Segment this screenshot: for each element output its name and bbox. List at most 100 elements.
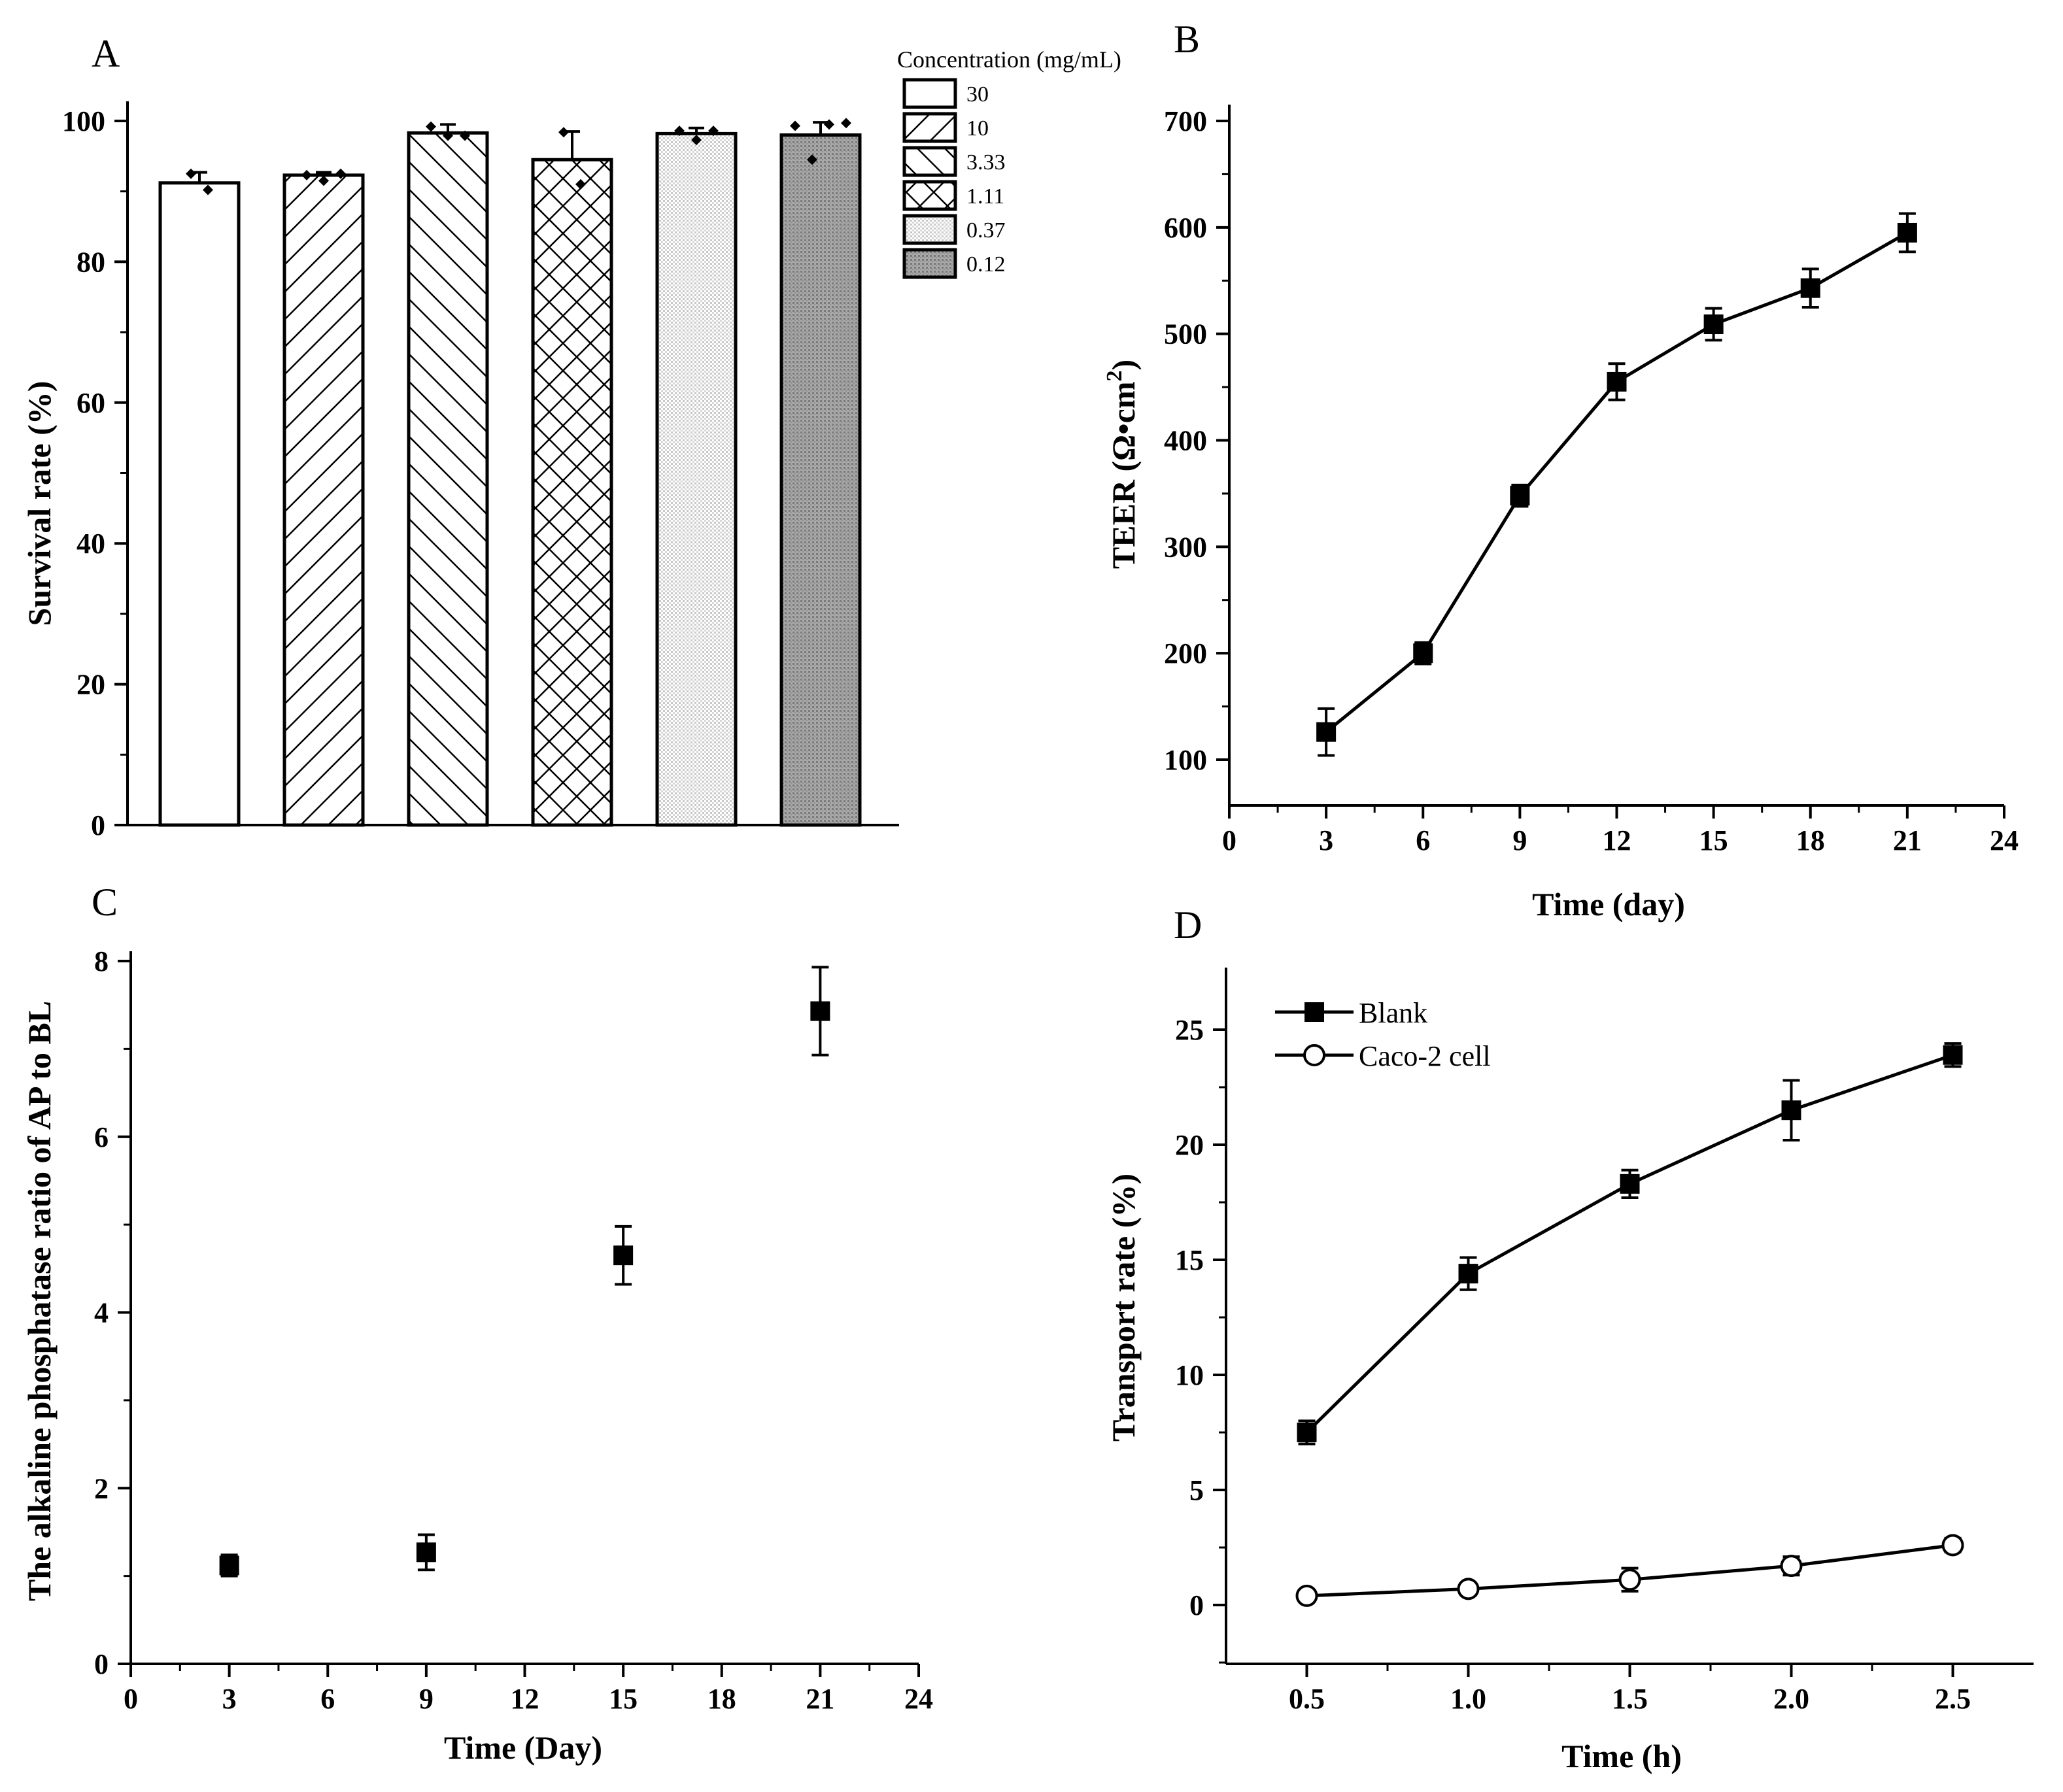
data-point-d-1-3 (1780, 1555, 1803, 1578)
y-tick-label-d: 20 (1175, 1129, 1204, 1161)
bar-1 (282, 173, 365, 827)
x-tick-label-b: 3 (1319, 824, 1333, 856)
legend-label-4: 0.37 (966, 218, 1006, 243)
data-point-c-2 (613, 1245, 634, 1266)
data-point-d-0-1 (1458, 1264, 1478, 1284)
data-point-c-1 (416, 1542, 436, 1563)
bar-4 (655, 131, 738, 827)
y-tick-label-c: 6 (94, 1121, 109, 1153)
bar-2 (407, 131, 489, 827)
y-tick-label-c: 8 (94, 945, 109, 977)
legend-label-d-0: Blank (1359, 997, 1427, 1029)
replicate-point-5 (841, 118, 851, 129)
x-tick-label-c: 3 (222, 1683, 237, 1715)
y-tick-label-b: 700 (1164, 105, 1207, 137)
data-point-c-0 (219, 1555, 239, 1576)
bar-0 (158, 181, 241, 827)
legend-label-d-1: Caco-2 cell (1359, 1040, 1491, 1072)
legend-title: Concentration (mg/mL) (897, 46, 1121, 73)
bar-3 (531, 158, 613, 827)
x-axis-title-b: Time (day) (1532, 886, 1685, 922)
data-point-b-5 (1800, 278, 1820, 298)
x-tick-label-d: 0.5 (1289, 1683, 1325, 1715)
legend-swatch-3 (902, 180, 957, 211)
replicate-point-3 (575, 178, 586, 190)
replicate-point-4 (708, 126, 719, 137)
replicate-point-2 (426, 121, 436, 132)
replicate-point-4 (674, 126, 685, 137)
legend-swatch-5 (902, 248, 957, 279)
y-tick-label-a: 80 (77, 246, 105, 278)
y-axis-title-b-main: TEER (Ω•cm (1105, 381, 1142, 569)
data-point-d-1-0 (1295, 1584, 1318, 1607)
y-tick-label-a: 20 (77, 669, 105, 701)
x-tick-label-c: 9 (419, 1683, 434, 1715)
y-tick-label-d: 10 (1175, 1359, 1204, 1391)
series-line-d-0 (1305, 1053, 1954, 1434)
x-tick-label-d: 1.5 (1612, 1683, 1648, 1715)
panel-b: B 100 200 300 400 500 600 700 0 3 6 9 12 15 18 21 24 Ti… (1102, 18, 2019, 922)
x-tick-label-c: 15 (609, 1683, 638, 1715)
x-axis-title-c: Time (Day) (444, 1729, 602, 1766)
y-tick-label-b: 300 (1164, 531, 1207, 563)
replicate-point-2 (460, 130, 470, 141)
data-point-d-0-4 (1943, 1045, 1963, 1065)
replicate-point-4 (691, 135, 702, 146)
y-axis-title-b-close: ) (1105, 360, 1142, 371)
x-tick-label-c: 6 (320, 1683, 335, 1715)
y-axis-title-a: Survival rate (%) (21, 381, 58, 626)
x-tick-label-b: 21 (1893, 824, 1922, 856)
data-point-b-3 (1607, 371, 1627, 392)
data-point-b-2 (1510, 486, 1530, 506)
x-tick-label-c: 12 (511, 1683, 539, 1715)
y-tick-label-d: 5 (1189, 1474, 1204, 1506)
data-point-b-0 (1316, 722, 1337, 742)
y-tick-label-d: 15 (1175, 1244, 1204, 1276)
data-point-d-1-4 (1941, 1534, 1964, 1557)
panel-letter-b: B (1174, 18, 1200, 61)
y-tick-label-b: 200 (1164, 637, 1207, 669)
legend-label-1: 10 (966, 116, 989, 141)
legend-swatch-2 (902, 146, 957, 177)
x-tick-label-d: 2.0 (1773, 1683, 1809, 1715)
legend-swatch-1 (902, 112, 957, 143)
y-tick-label-b: 400 (1164, 425, 1207, 457)
y-tick-label-d: 25 (1175, 1014, 1204, 1046)
y-axis-title-d: Transport rate (%) (1105, 1174, 1142, 1442)
x-tick-label-b: 12 (1603, 824, 1631, 856)
x-tick-label-b: 9 (1512, 824, 1527, 856)
replicate-point-5 (807, 154, 817, 165)
y-tick-label-a: 40 (77, 528, 105, 560)
x-tick-label-b: 24 (1990, 824, 2019, 856)
y-tick-label-b: 500 (1164, 318, 1207, 350)
y-axis-title-b: TEER (Ω•cm2) (1102, 360, 1142, 569)
legend-label-0: 30 (966, 82, 989, 107)
x-tick-label-c: 18 (708, 1683, 736, 1715)
x-tick-label-b: 0 (1222, 824, 1236, 856)
legend-swatch-4 (902, 214, 957, 245)
data-point-d-0-3 (1781, 1100, 1801, 1121)
replicate-point-3 (558, 127, 569, 138)
y-axis-title-b-sup: 2 (1102, 370, 1127, 381)
data-point-c-3 (810, 1001, 830, 1021)
data-point-b-1 (1413, 643, 1433, 664)
y-axis-title-c: The alkaline phosphatase ratio of AP to … (21, 1001, 58, 1601)
replicate-point-5 (790, 120, 800, 131)
data-point-d-0-0 (1297, 1423, 1317, 1442)
replicate-point-1 (318, 175, 329, 186)
data-point-d-0-2 (1620, 1174, 1640, 1194)
x-tick-label-c: 0 (124, 1683, 138, 1715)
legend-swatch-0 (902, 78, 957, 109)
panel-letter-c: C (92, 881, 118, 924)
y-tick-label-c: 0 (94, 1648, 109, 1680)
panel-a: A 0 20 40 60 80 100 Concentration (mg/mL) 30 1… (21, 32, 1121, 841)
legend-marker-d-0 (1304, 1002, 1324, 1022)
data-point-b-6 (1897, 222, 1917, 243)
legend-marker-d-1 (1303, 1044, 1325, 1066)
y-tick-label-a: 60 (77, 387, 105, 419)
panel-d-legend: Blank Caco-2 cell (1275, 997, 1491, 1072)
y-tick-label-c: 2 (94, 1472, 109, 1504)
replicate-point-1 (301, 169, 312, 180)
